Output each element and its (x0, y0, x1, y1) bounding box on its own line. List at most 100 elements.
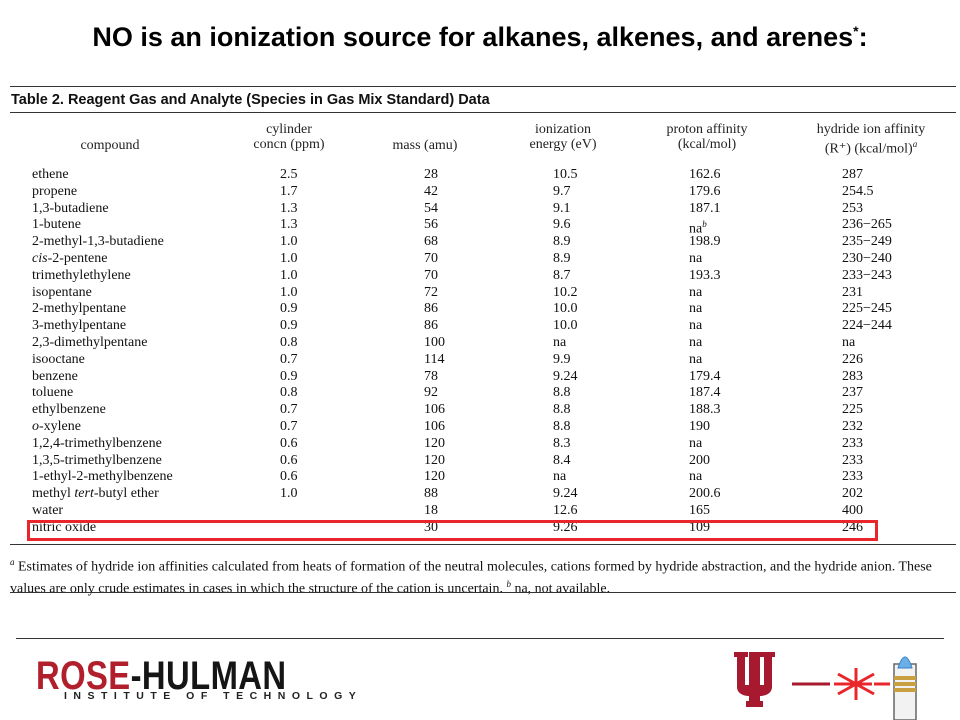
cell-ie: 9.26 (553, 519, 578, 535)
table-row: ethylbenzene 0.7 106 8.8 188.3 225 (0, 401, 960, 418)
cell-mass: 106 (424, 419, 445, 434)
cell-hia: 224−244 (842, 318, 892, 334)
cell-hia: 235−249 (842, 234, 892, 250)
header-ionization-energy: ionization energy (eV) (529, 122, 597, 152)
cell-hia: 283 (842, 368, 863, 384)
cell-hia: 236−265 (842, 217, 892, 233)
cell-pa: 193.3 (689, 267, 721, 283)
cell-compound: 1,2,4-trimethylbenzene (32, 435, 162, 451)
table-row: 1,3,5-trimethylbenzene 0.6 120 8.4 200 233 (0, 452, 960, 469)
cell-ie: na (553, 335, 567, 350)
table-title: Table 2. Reagent Gas and Analyte (Specie… (11, 92, 490, 108)
cell-mass: 114 (424, 351, 445, 367)
cell-compound: isopentane (32, 284, 92, 300)
cell-ie: 9.24 (553, 368, 578, 384)
cell-ie: na (553, 469, 567, 485)
cell-hia: 237 (842, 385, 863, 401)
cell-ie: 8.8 (553, 402, 571, 418)
cell-pa: na (689, 251, 703, 266)
cell-mass: 18 (424, 503, 438, 518)
cell-pa: 162.6 (689, 167, 721, 182)
cell-concn: 0.9 (280, 318, 298, 334)
cell-ie: 9.9 (553, 351, 571, 367)
table-row: propene 1.7 42 9.7 179.6 254.5 (0, 183, 960, 200)
table-row: 2-methyl-1,3-butadiene 1.0 68 8.9 198.9 235−2… (0, 233, 960, 250)
cell-mass: 56 (424, 217, 438, 233)
cell-mass: 28 (424, 167, 438, 182)
cell-pa: 198.9 (689, 234, 721, 250)
cell-ie: 9.24 (553, 486, 578, 502)
cell-mass: 72 (424, 284, 438, 300)
cell-ie: 8.9 (553, 234, 571, 250)
table-bottom-rule (10, 544, 956, 545)
cell-pa: 179.6 (689, 183, 721, 199)
cell-mass: 88 (424, 486, 438, 502)
cell-hia: 253 (842, 200, 863, 216)
cell-concn: 0.9 (280, 301, 298, 317)
cell-ie: 8.3 (553, 435, 571, 451)
cell-ie: 8.4 (553, 452, 571, 468)
cell-hia: 232 (842, 419, 863, 434)
table-row: o-xylene 0.7 106 8.8 190 232 (0, 418, 960, 435)
cell-compound: nitric oxide (32, 519, 97, 535)
cell-hia: 233 (842, 435, 863, 451)
cell-mass: 86 (424, 318, 438, 334)
cell-hia: 230−240 (842, 251, 892, 266)
cell-concn: 0.6 (280, 435, 298, 451)
table-row: 1,3-butadiene 1.3 54 9.1 187.1 253 (0, 200, 960, 217)
cell-concn: 0.8 (280, 385, 298, 401)
cell-compound: 2,3-dimethylpentane (32, 335, 148, 350)
table-row: benzene 0.9 78 9.24 179.4 283 (0, 368, 960, 385)
footnote-bottom-rule (10, 592, 956, 593)
cell-ie: 10.5 (553, 167, 578, 182)
cell-pa: na (689, 284, 703, 300)
header-mass: mass (amu) (392, 138, 458, 153)
cell-compound: o-xylene (32, 419, 81, 434)
cell-concn: 0.6 (280, 469, 298, 485)
header-hydride-ion-affinity: hydride ion affinity (R⁺) (kcal/mol)a (816, 122, 926, 157)
cell-pa: nab (689, 219, 707, 238)
rose-hulman-logo: ROSE-HULMAN (36, 654, 287, 698)
table-top-rule (10, 86, 956, 87)
cell-concn: 1.7 (280, 183, 298, 199)
cell-compound: ethylbenzene (32, 402, 106, 418)
cell-compound: 1,3,5-trimethylbenzene (32, 452, 162, 468)
iu-trident-icon (734, 652, 775, 707)
cell-pa: 187.1 (689, 200, 721, 216)
table-row: trimethylethylene 1.0 70 8.7 193.3 233−243 (0, 267, 960, 284)
table-row: ethene 2.5 28 10.5 162.6 287 (0, 166, 960, 183)
cell-concn: 1.3 (280, 217, 298, 233)
cell-compound: 1-butene (32, 217, 81, 233)
cell-hia: 226 (842, 351, 863, 367)
cell-mass: 106 (424, 402, 445, 418)
cell-mass: 120 (424, 452, 445, 468)
cell-ie: 10.0 (553, 318, 578, 334)
cell-compound: ethene (32, 167, 69, 182)
laser-ionization-icon (792, 656, 917, 720)
cell-ie: 8.8 (553, 385, 571, 401)
cell-pa: 179.4 (689, 368, 721, 384)
cell-mass: 78 (424, 368, 438, 384)
table-row: 2-methylpentane 0.9 86 10.0 na 225−245 (0, 300, 960, 317)
table-row: isooctane 0.7 114 9.9 na 226 (0, 351, 960, 368)
cell-concn: 0.6 (280, 452, 298, 468)
cell-mass: 68 (424, 234, 438, 250)
table-row: 3-methylpentane 0.9 86 10.0 na 224−244 (0, 317, 960, 334)
cell-concn: 2.5 (280, 167, 298, 182)
cell-compound: 2-methyl-1,3-butadiene (32, 234, 164, 250)
cell-hia: 233 (842, 469, 863, 485)
header-compound: compound (80, 138, 140, 153)
cell-pa: na (689, 469, 703, 485)
table-row: 1-ethyl-2-methylbenzene 0.6 120 na na 233 (0, 468, 960, 485)
rose-hulman-subtitle: INSTITUTE OF TECHNOLOGY (64, 690, 363, 702)
cell-mass: 54 (424, 200, 438, 216)
cell-mass: 70 (424, 251, 438, 266)
footer-rule (16, 638, 944, 639)
cell-compound: 3-methylpentane (32, 318, 127, 334)
cell-ie: 10.2 (553, 284, 578, 300)
cell-concn: 0.7 (280, 351, 298, 367)
cell-ie: 8.7 (553, 267, 571, 283)
cell-ie: 10.0 (553, 301, 578, 317)
table-row: toluene 0.8 92 8.8 187.4 237 (0, 384, 960, 401)
cell-compound: methyl tert-butyl ether (32, 486, 159, 502)
